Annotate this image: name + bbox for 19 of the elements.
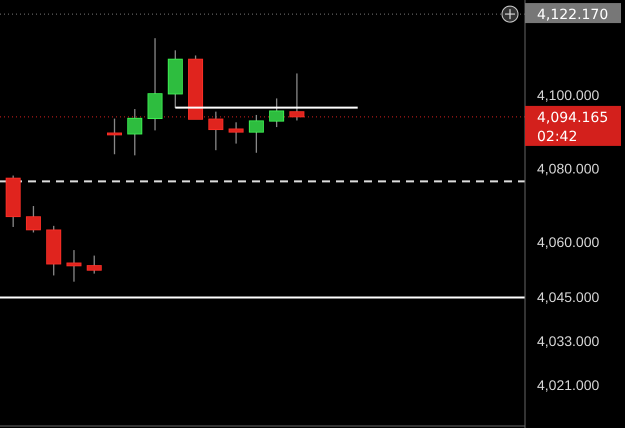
candlestick [248,114,264,154]
y-tick-label: 4,080.000 [537,160,600,176]
candlestick [289,72,304,122]
y-tick-label: 4,021.000 [537,377,600,394]
ref-line-label: 4,094.165 [537,110,608,126]
text: 02:42 [537,128,578,145]
candlestick [208,110,224,151]
candlestick [107,118,122,155]
y-tick-label: 4,100.000 [537,86,600,103]
y-tick-label: 4,045.000 [537,288,600,305]
y-tick-label: 4,033.000 [537,333,600,350]
candlestick [66,249,82,282]
candlestick [269,98,284,128]
candlestick [228,122,244,144]
y-tick-label: 4,060.000 [537,234,600,250]
candlestick [26,205,41,234]
ref-line-label: 4,122.170 [537,7,608,24]
candlestick [127,108,142,156]
candlestick [86,254,102,274]
